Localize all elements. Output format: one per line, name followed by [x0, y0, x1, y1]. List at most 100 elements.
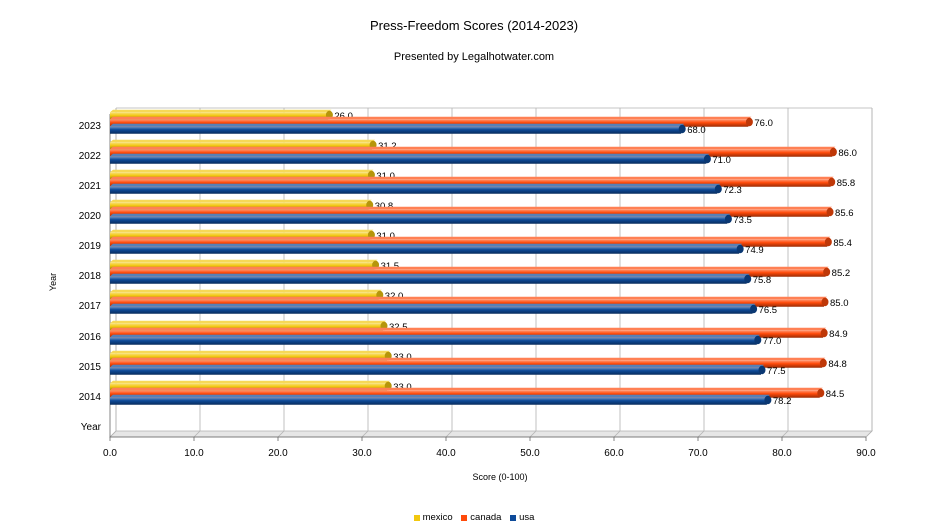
x-tick-label: 20.0 [268, 448, 288, 459]
bar-cap-usa [750, 304, 758, 314]
data-label-mexico: 31.0 [376, 171, 395, 182]
bar-mexico [110, 353, 388, 361]
bar-top-canada [110, 236, 831, 240]
bar-cap-usa [714, 184, 722, 194]
data-label-usa: 77.0 [763, 336, 782, 347]
x-gridline-floor [697, 430, 705, 438]
x-tick-label: 90.0 [856, 448, 876, 459]
bar-cap-usa [744, 274, 752, 284]
bar-top-mexico [110, 350, 391, 354]
bar-top-usa [110, 183, 721, 187]
bar-top-usa [110, 394, 770, 398]
data-label-usa: 72.3 [723, 185, 742, 196]
bar-top-mexico [110, 199, 372, 203]
bar-canada [110, 330, 824, 338]
x-tick-label: 10.0 [184, 448, 204, 459]
data-label-canada: 85.8 [837, 178, 856, 189]
bar-cap-canada [829, 147, 837, 157]
bar-top-canada [110, 116, 752, 120]
bar-top-usa [110, 364, 764, 368]
legend-label-canada: canada [470, 512, 502, 523]
y-category-label: 2022 [79, 151, 102, 162]
x-gridline-floor [109, 430, 117, 438]
y-axis-title: Year [48, 273, 58, 291]
bar-cap-usa [724, 214, 732, 224]
bar-cap-usa [678, 124, 686, 134]
bar-cap-canada [817, 388, 825, 398]
bar-cap-canada [819, 358, 827, 368]
bar-top-canada [110, 176, 834, 180]
data-label-usa: 73.5 [733, 215, 752, 226]
bar-top-canada [110, 357, 826, 361]
data-label-canada: 85.6 [835, 208, 854, 219]
legend-swatch-mexico [413, 514, 420, 521]
legend-label-mexico: mexico [422, 512, 453, 523]
bar-cap-canada [826, 207, 834, 217]
data-label-canada: 86.0 [838, 148, 857, 159]
data-label-canada: 85.0 [830, 298, 849, 309]
x-tick-label: 70.0 [688, 448, 708, 459]
x-gridline-floor [613, 430, 621, 438]
data-label-mexico: 33.0 [393, 382, 412, 393]
bar-top-canada [110, 296, 827, 300]
bar-usa [110, 246, 740, 254]
bar-mexico [110, 323, 383, 331]
bar-cap-usa [758, 365, 766, 375]
bar-top-mexico [110, 139, 376, 143]
data-label-mexico: 33.0 [393, 352, 412, 363]
legend-label-usa: usa [519, 512, 535, 523]
bar-mexico [110, 112, 329, 120]
x-tick-label: 80.0 [772, 448, 792, 459]
data-label-canada: 85.2 [832, 268, 851, 279]
legend-swatch-canada [461, 514, 468, 521]
bar-top-mexico [110, 169, 374, 173]
bar-top-mexico [110, 259, 378, 263]
bar-usa [110, 156, 707, 164]
x-axis-title: Score (0-100) [472, 472, 527, 482]
data-label-canada: 84.8 [828, 359, 847, 370]
bar-canada [110, 209, 830, 217]
bar-usa [110, 216, 728, 224]
bar-top-usa [110, 334, 760, 338]
bar-canada [110, 390, 820, 398]
y-category-label: 2018 [79, 271, 102, 282]
data-label-mexico: 31.0 [376, 231, 395, 242]
bar-canada [110, 119, 749, 127]
bar-usa [110, 276, 747, 284]
bar-usa [110, 126, 682, 134]
bar-mexico [110, 383, 388, 391]
bar-cap-canada [823, 267, 831, 277]
bar-top-mexico [110, 320, 386, 324]
legend: mexico canada usa [0, 512, 948, 524]
bar-top-canada [110, 146, 836, 150]
bar-cap-usa [764, 395, 772, 405]
y-category-label: 2016 [79, 332, 102, 343]
bar-cap-usa [754, 335, 762, 345]
bar-cap-canada [745, 117, 753, 127]
bar-top-canada [110, 327, 827, 331]
legend-item-canada: canada [461, 512, 501, 523]
y-category-label: 2019 [79, 241, 102, 252]
data-label-usa: 76.5 [759, 305, 778, 316]
data-label-canada: 85.4 [833, 238, 852, 249]
data-label-usa: 74.9 [745, 245, 764, 256]
data-label-usa: 71.0 [712, 155, 731, 166]
x-tick-label: 30.0 [352, 448, 372, 459]
x-tick-label: 60.0 [604, 448, 624, 459]
bar-top-usa [110, 213, 731, 217]
bar-canada [110, 299, 824, 307]
x-gridline-floor [445, 430, 453, 438]
bar-top-mexico [110, 229, 374, 233]
bar-usa [110, 186, 718, 194]
legend-swatch-usa [510, 514, 517, 521]
x-tick-label: 40.0 [436, 448, 456, 459]
bar-mexico [110, 172, 371, 180]
bar-mexico [110, 142, 373, 150]
bar-canada [110, 360, 823, 368]
bar-canada [110, 179, 831, 187]
y-category-label: 2014 [79, 392, 102, 403]
data-label-mexico: 30.8 [375, 201, 394, 212]
bar-top-canada [110, 266, 829, 270]
bar-mexico [110, 232, 371, 240]
bar-canada [110, 269, 826, 277]
